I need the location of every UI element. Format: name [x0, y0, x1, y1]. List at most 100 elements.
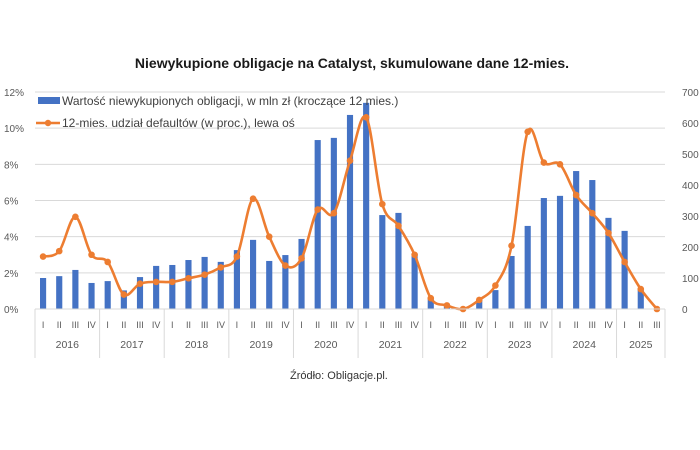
line-point [362, 114, 370, 121]
quarter-label: II [121, 320, 126, 330]
line-point [55, 247, 63, 255]
bar [363, 102, 370, 309]
line-point [492, 282, 499, 289]
line-point [427, 294, 435, 302]
line-point [217, 264, 225, 271]
chart-title: Niewykupione obligacje na Catalyst, skum… [135, 55, 569, 71]
right-axis: 0 100 200 300 400 500 600 700 [682, 88, 699, 316]
bar [298, 238, 305, 309]
quarter-label: I [171, 320, 174, 330]
line-path [42, 115, 658, 311]
line-point [282, 262, 289, 269]
line-point [540, 159, 548, 166]
quarter-label: I [623, 320, 626, 330]
bar [395, 212, 402, 309]
line-point [605, 229, 612, 237]
line-point [201, 271, 208, 278]
quarter-label: II [251, 320, 256, 330]
line-point [572, 191, 580, 199]
right-tick-label: 700 [682, 88, 699, 99]
legend-line-marker [44, 119, 52, 127]
year-label: 2019 [249, 339, 273, 351]
quarter-label: III [265, 320, 273, 330]
quarter-label: II [380, 320, 385, 330]
year-label: 2020 [314, 339, 338, 351]
bar [185, 260, 192, 309]
bar [379, 215, 386, 309]
line-point [346, 157, 354, 165]
right-tick-label: 0 [682, 305, 688, 316]
line-point [411, 251, 418, 259]
quarter-label: III [589, 320, 597, 330]
left-tick-label: 12% [4, 88, 24, 99]
bar [427, 298, 434, 309]
line-series [39, 114, 661, 313]
right-tick-label: 600 [682, 119, 699, 130]
legend: Wartość niewykupionych obligacji, w mln … [36, 94, 398, 130]
bar [556, 195, 564, 309]
line-point [330, 209, 338, 217]
year-label: 2024 [573, 339, 597, 351]
left-tick-label: 2% [4, 269, 19, 280]
right-tick-label: 500 [682, 150, 699, 161]
bar [104, 281, 111, 309]
line-point [443, 302, 451, 309]
quarter-label: II [315, 320, 320, 330]
quarter-label: I [300, 320, 303, 330]
bar [476, 300, 483, 309]
quarter-label: III [395, 320, 403, 330]
bar [589, 180, 596, 309]
bar [153, 265, 160, 309]
left-tick-label: 0% [4, 305, 19, 316]
quarter-label: II [186, 320, 191, 330]
quarter-label: IV [346, 320, 355, 330]
bar [573, 171, 580, 309]
line-point [621, 258, 628, 266]
year-label: 2022 [443, 339, 467, 351]
bar [621, 230, 628, 309]
bar [217, 261, 224, 309]
x-axis: I II III IV I II III IV I II III IV I II III IV I II III IV… [34, 308, 666, 358]
quarter-label: IV [604, 320, 613, 330]
bar [346, 114, 354, 309]
quarter-label: III [136, 320, 144, 330]
bar [169, 264, 176, 309]
line-point [508, 242, 515, 250]
line-point [314, 206, 321, 213]
line-point [556, 161, 564, 168]
bar [524, 225, 531, 309]
bar [56, 276, 63, 309]
bar [233, 250, 240, 309]
left-tick-label: 6% [4, 197, 19, 208]
line-point [249, 195, 257, 202]
bar [282, 255, 289, 309]
bar [540, 198, 547, 309]
quarter-label: II [57, 320, 62, 330]
year-label: 2021 [379, 339, 403, 351]
bar [330, 137, 337, 309]
quarter-label: IV [152, 320, 161, 330]
year-label: 2017 [120, 339, 144, 351]
quarter-label: I [365, 320, 368, 330]
quarter-label: II [574, 320, 579, 330]
bar [637, 290, 644, 309]
line-point [185, 274, 192, 282]
quarter-label: I [42, 320, 45, 330]
right-tick-label: 400 [682, 181, 699, 192]
quarter-label: III [330, 320, 338, 330]
legend-line-label: 12-mies. udział defaultów (w proc.), lew… [62, 116, 295, 130]
line-point [120, 291, 128, 298]
left-tick-label: 8% [4, 160, 19, 171]
quarter-label: IV [87, 320, 96, 330]
bar [266, 260, 273, 309]
bar [72, 269, 79, 309]
bar [492, 290, 499, 309]
line-point [475, 296, 483, 304]
right-tick-label: 300 [682, 212, 699, 223]
line-point [395, 222, 402, 230]
line-point [104, 258, 111, 266]
right-tick-label: 200 [682, 243, 699, 254]
quarter-label: IV [217, 320, 226, 330]
bar [40, 278, 47, 309]
quarter-label: II [444, 320, 449, 330]
